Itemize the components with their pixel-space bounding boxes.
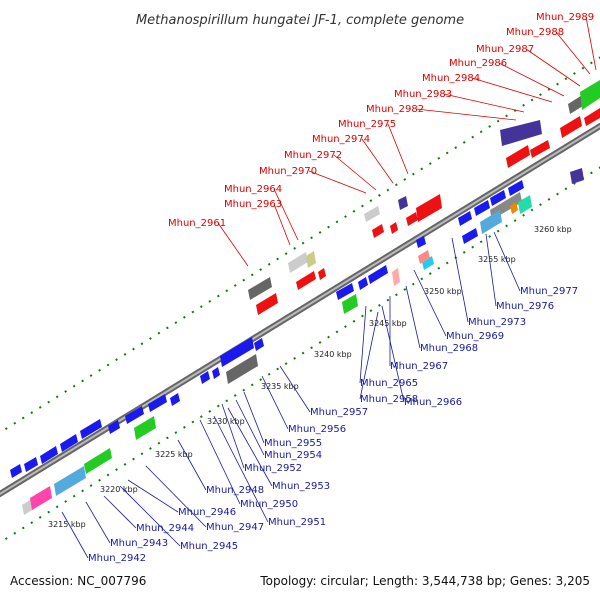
leader-line [485,233,497,307]
label-leaders [61,16,597,559]
scale-tick-label: 3255 kbp [478,255,516,264]
gene-label: Mhun_2982 [366,104,424,115]
gene-label: Mhun_2961 [168,218,226,229]
leader-line [279,365,311,413]
gene-label: Mhun_2972 [284,150,342,161]
scale-tick-label: 3245 kbp [369,319,407,328]
gene-label: Mhun_2945 [180,541,238,552]
accession-text: Accession: NC_007796 [10,574,147,588]
forward-strand-genes [256,108,600,315]
gene-label: Mhun_2948 [206,485,264,496]
leader-line [451,237,469,323]
leader-line [415,108,517,121]
gene-label: Mhun_2963 [224,199,282,210]
scale-tick-label: 3230 kbp [207,417,245,426]
leader-line [413,269,447,337]
gene-label: Mhun_2977 [520,286,578,297]
leader-line [359,311,379,400]
gene-label: Mhun_2943 [110,538,168,549]
leader-line [227,407,273,487]
rna-genes [30,80,600,510]
gene-label: Mhun_2987 [476,44,534,55]
gene-label: Mhun_2965 [360,378,418,389]
leader-line [261,375,289,430]
leader-line [127,479,179,513]
gene-label: Mhun_2984 [422,73,480,84]
leader-line [308,170,367,194]
scale-tick-label: 3260 kbp [534,225,572,234]
gene-label: Mhun_2946 [178,507,236,518]
leader-line [177,439,207,491]
gene-label: Mhun_2983 [394,89,452,100]
guide-dots [0,56,600,544]
leader-line [443,93,525,113]
leader-line [243,391,265,444]
gene-label: Mhun_2951 [268,517,326,528]
gene-label: Mhun_2988 [506,27,564,38]
gene-label: Mhun_2955 [264,438,322,449]
leader-line [199,419,241,505]
gene-label: Mhun_2947 [206,522,264,533]
gene-label: Mhun_2944 [136,523,194,534]
gene-label: Mhun_2954 [264,450,322,461]
leader-line [85,501,111,544]
other-genes [398,120,584,210]
gene-label: Mhun_2970 [259,166,317,177]
leader-line [273,203,291,246]
gene-label: Mhun_2942 [88,553,146,564]
gene-label: Mhun_2973 [468,317,526,328]
map-title: Methanospirillum hungatei JF-1, complete… [136,13,464,28]
gene-label: Mhun_2964 [224,184,282,195]
gene-label: Mhun_2966 [404,397,462,408]
leader-line [221,403,245,469]
gene-label: Mhun_2953 [272,481,330,492]
gene-label: Mhun_2989 [536,12,594,23]
gene-label: Mhun_2986 [449,58,507,69]
leader-line [493,231,521,292]
gene-label: Mhun_2969 [446,331,504,342]
leader-line [555,31,591,75]
gene-label: Mhun_2958 [360,394,418,405]
leader-line [525,48,581,87]
gene-label: Mhun_2950 [240,499,298,510]
leader-line [235,399,265,456]
scale-ticks: 3215 kbp 3220 kbp 3225 kbp 3230 kbp 3235 kbp… [48,225,572,529]
leader-line [333,154,377,191]
scale-tick-label: 3235 kbp [261,382,299,391]
leader-line [359,305,367,384]
scale-tick-label: 3220 kbp [100,485,138,494]
leader-line [471,77,553,103]
leader-line [217,222,249,267]
gene-label: Mhun_2956 [288,424,346,435]
scale-tick-label: 3215 kbp [48,520,86,529]
scale-tick-label: 3225 kbp [155,450,193,459]
gene-label: Mhun_2957 [310,407,368,418]
topology-info: Topology: circular; Length: 3,544,738 bp… [260,574,590,588]
gene-labels: Mhun_2961 Mhun_2963 Mhun_2964 Mhun_2970 Mhun… [88,12,594,564]
leader-line [273,188,299,241]
leader-line [585,16,597,71]
leader-line [119,485,181,547]
leader-line [103,495,137,529]
leader-line [381,305,405,403]
reverse-strand-genes [10,180,524,478]
gene-label: Mhun_2952 [244,463,302,474]
gene-label: Mhun_2967 [390,361,448,372]
scale-tick-label: 3250 kbp [424,287,462,296]
leader-line [361,138,394,184]
scale-tick-label: 3240 kbp [314,350,352,359]
gene-label: Mhun_2975 [338,119,396,130]
gene-label: Mhun_2974 [312,134,370,145]
leader-line [498,62,565,97]
gene-label: Mhun_2968 [420,343,478,354]
leader-line [405,285,421,349]
leader-line [387,123,409,175]
genome-backbone [0,122,600,498]
leader-line [61,511,89,559]
leader-line [145,465,207,528]
gene-label: Mhun_2976 [496,301,554,312]
leader-line [213,415,269,523]
